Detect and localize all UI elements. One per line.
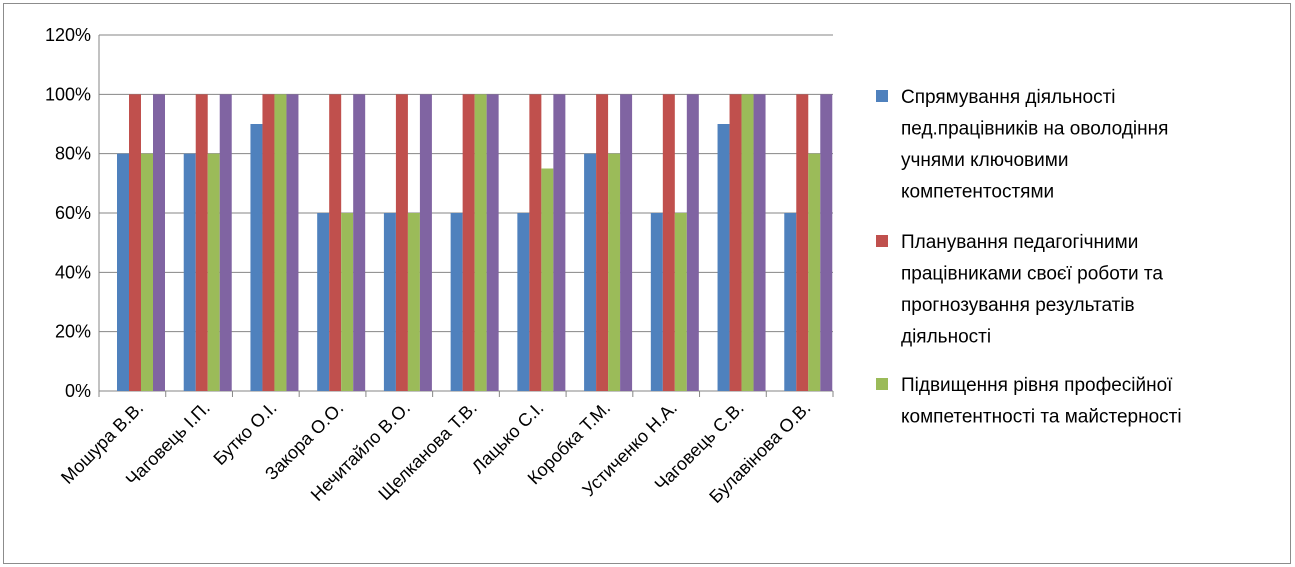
bar xyxy=(286,94,299,391)
y-tick-label: 80% xyxy=(55,144,91,164)
bar xyxy=(353,94,366,391)
legend-entry-text: Спрямування діяльності xyxy=(901,87,1116,108)
legend-entry-text: учнями ключовими xyxy=(901,150,1068,171)
bar xyxy=(784,213,797,391)
legend-entry-text: діяльності xyxy=(901,327,991,348)
bar xyxy=(529,94,542,391)
bar xyxy=(541,168,554,391)
legend-entry-text: Підвищення рівня професійної xyxy=(901,375,1173,396)
bar xyxy=(662,94,675,391)
legend-entry-text: прогнозування результатів xyxy=(901,295,1135,316)
bar xyxy=(808,153,821,391)
legend-swatch xyxy=(876,235,888,247)
bar xyxy=(796,94,809,391)
bar xyxy=(608,153,621,391)
x-tick-label: Бутко О.І. xyxy=(209,398,280,469)
y-tick-label: 60% xyxy=(55,203,91,223)
y-tick-label: 0% xyxy=(65,381,91,401)
bar xyxy=(219,94,232,391)
y-tick-label: 40% xyxy=(55,262,91,282)
y-tick-label: 100% xyxy=(45,84,91,104)
bar xyxy=(341,213,354,391)
bar xyxy=(195,94,208,391)
legend-entry-text: Планування педагогічними xyxy=(901,232,1138,253)
bar xyxy=(250,124,263,391)
bar xyxy=(129,94,141,391)
bar xyxy=(329,94,342,391)
bar xyxy=(450,213,463,391)
bar xyxy=(517,213,530,391)
legend-swatch xyxy=(876,378,888,390)
bar xyxy=(395,94,408,391)
bar xyxy=(207,153,220,391)
legend-entry-text: компетентостями xyxy=(901,182,1054,203)
bar xyxy=(686,94,699,391)
bar xyxy=(553,94,566,391)
bar xyxy=(153,94,165,391)
bar xyxy=(474,94,487,391)
bar xyxy=(486,94,499,391)
legend-entry-text: компетентності та майстерності xyxy=(901,407,1182,428)
bar xyxy=(419,94,432,391)
y-tick-label: 120% xyxy=(45,25,91,45)
bar xyxy=(820,94,833,391)
bar xyxy=(274,94,287,391)
bar xyxy=(141,153,153,391)
legend-entry-text: пед.працівників на оволодіння xyxy=(901,119,1168,140)
bar xyxy=(650,213,663,391)
bar xyxy=(729,94,742,391)
bar xyxy=(674,213,687,391)
bar xyxy=(407,213,420,391)
bar xyxy=(462,94,475,391)
bar xyxy=(383,213,396,391)
bar xyxy=(262,94,275,391)
bar xyxy=(183,153,196,391)
bar xyxy=(741,94,754,391)
bar xyxy=(596,94,609,391)
legend-entry-text: працівниками своєї роботи та xyxy=(901,264,1163,285)
bar xyxy=(584,153,597,391)
bar xyxy=(117,153,129,391)
bar xyxy=(620,94,633,391)
bar xyxy=(717,124,730,391)
bar xyxy=(753,94,766,391)
legend-swatch xyxy=(876,90,888,102)
y-tick-label: 20% xyxy=(55,322,91,342)
bar xyxy=(317,213,330,391)
